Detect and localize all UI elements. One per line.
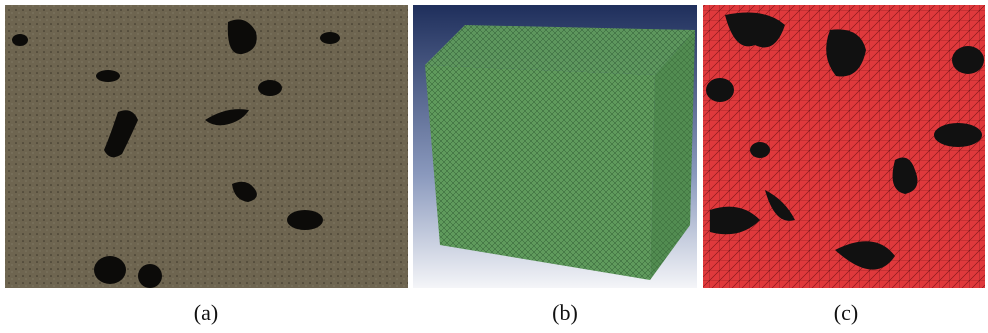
panel-a-image (5, 5, 408, 288)
panel-b-image (413, 5, 697, 288)
caption: (a) (194, 300, 218, 325)
caption: (b) (552, 300, 578, 325)
figure: (a) (b) (c) (0, 0, 988, 333)
panel-c-image (703, 5, 985, 288)
caption: (c) (834, 300, 858, 325)
